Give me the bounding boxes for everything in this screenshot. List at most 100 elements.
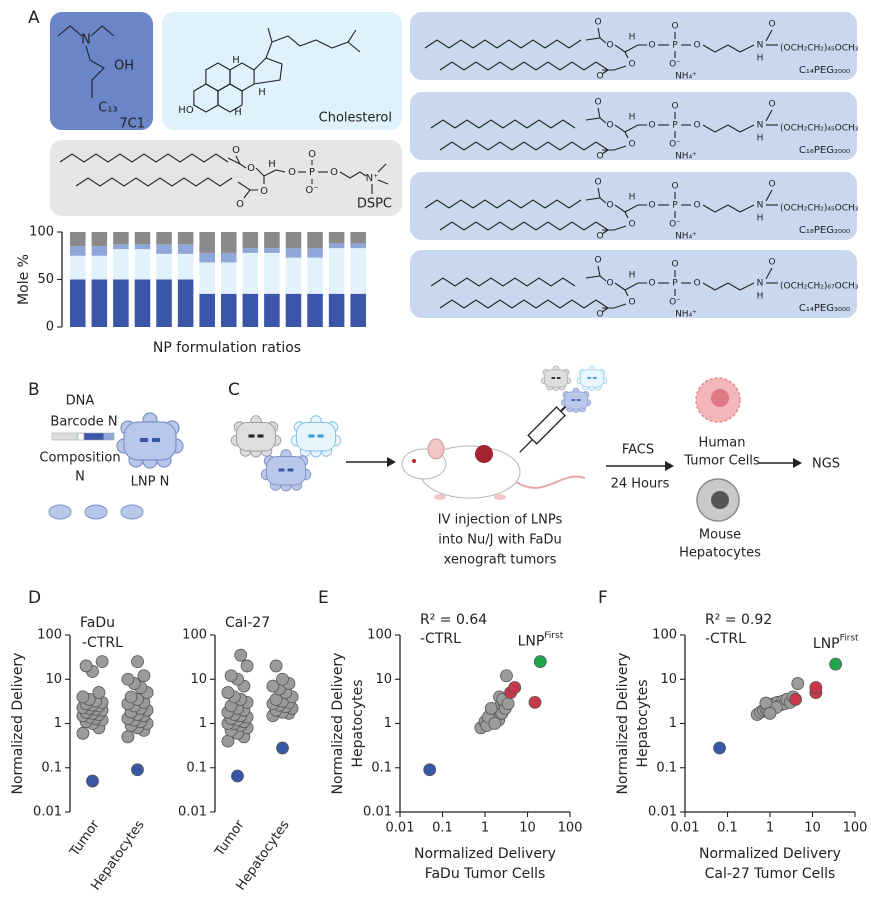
atom-label: O <box>288 167 296 178</box>
peg-formula: (OCH₂CH₂)₄₅OCH₃ <box>780 44 859 54</box>
atom-label: H <box>757 54 764 64</box>
x-tick-label: 0.1 <box>432 821 453 836</box>
y-tick-label: 0.01 <box>33 805 62 820</box>
annotation: R² = 0.64 <box>420 612 487 628</box>
panel-label: F <box>598 588 608 608</box>
x-axis-title: Normalized Delivery <box>699 846 841 862</box>
data-point <box>528 695 542 709</box>
lnp-icon <box>290 415 342 458</box>
atom-label: P <box>672 121 678 131</box>
label: Barcode N <box>50 415 117 430</box>
lnp-barcode <box>248 434 255 438</box>
data-point <box>131 763 144 777</box>
bar-segment <box>264 252 280 294</box>
label: into Nu/J with FaDu <box>438 533 562 548</box>
bond <box>430 277 576 287</box>
atom-label: O <box>232 145 240 156</box>
bar-segment <box>113 232 129 245</box>
bond <box>624 51 629 59</box>
x-tick-label: Tumor <box>67 817 103 860</box>
atom-label: O <box>606 201 613 211</box>
bond <box>377 179 389 185</box>
peg-name: C₁₄PEG₃₀₀₀ <box>799 303 850 314</box>
atom-label: P <box>672 41 678 51</box>
syringe-needle <box>519 439 533 453</box>
atom-label: O <box>606 279 613 289</box>
bar-segment <box>134 279 151 327</box>
atom-label: O <box>671 102 678 112</box>
data-point <box>76 726 90 740</box>
atom-label: O <box>648 41 655 51</box>
bond <box>597 265 601 277</box>
lnp-body <box>580 369 604 388</box>
atom-label: O⁻ <box>669 60 681 70</box>
lnp-barcode <box>287 468 294 472</box>
bar-segment <box>199 262 215 294</box>
y-tick-label: 100 <box>29 225 54 240</box>
panel-label: C <box>228 380 240 400</box>
data-point <box>269 659 283 673</box>
data-point <box>137 669 151 683</box>
lnp-barcode <box>257 434 264 438</box>
data-point <box>266 679 280 693</box>
atom-label: O <box>693 201 700 211</box>
x-tick-label: 10 <box>804 821 821 836</box>
syringe-barrel <box>527 406 566 445</box>
lnp-barcode <box>576 399 581 401</box>
bar-segment <box>221 252 237 263</box>
atom-label: O <box>247 163 255 174</box>
atom-label: O <box>768 180 775 190</box>
panel-label: E <box>318 588 329 608</box>
bar-segment <box>156 232 172 245</box>
bar-segment <box>285 257 302 294</box>
panel-label: B <box>28 380 40 400</box>
atom-label: O <box>308 149 316 160</box>
atom-label: H <box>757 292 764 302</box>
bar-segment <box>177 232 194 245</box>
y-tick-label: 10 <box>660 672 677 687</box>
y-tick-label: 0.01 <box>178 805 207 820</box>
arrow-head <box>387 457 396 467</box>
bar-segment <box>242 293 259 327</box>
atom-label: O⁻ <box>669 140 681 150</box>
lnp-barcode <box>152 438 160 442</box>
y-tick-label: 1 <box>54 716 62 731</box>
bond <box>702 124 755 133</box>
bond <box>765 109 773 122</box>
atom-label: O <box>671 260 678 270</box>
bond <box>702 204 755 213</box>
bond <box>439 221 609 231</box>
atom-label: O <box>260 186 268 197</box>
peg-formula: (OCH₂CH₂)₄₅OCH₃ <box>780 124 859 134</box>
atom-label: O <box>768 100 775 110</box>
atom-label: H <box>232 55 240 66</box>
panel-label: A <box>28 8 40 28</box>
data-point <box>508 681 522 694</box>
bar-segment <box>199 252 215 263</box>
bond <box>90 25 115 37</box>
lnp-barcode <box>140 438 148 442</box>
arrow-head <box>665 461 674 471</box>
bond <box>347 41 361 53</box>
x-tick-label: 10 <box>519 821 536 836</box>
bond <box>57 25 83 37</box>
structure-name: DSPC <box>357 197 392 212</box>
y-tick-label: 0.01 <box>363 805 392 820</box>
y-tick-label: 0.1 <box>371 760 392 775</box>
lnp-barcode <box>278 468 285 472</box>
label: Tumor Cells <box>683 454 760 469</box>
bar-segment <box>113 249 129 280</box>
lnp-icon <box>116 412 184 469</box>
atom-label: H <box>629 113 636 123</box>
atom-label: H <box>629 271 636 281</box>
y-axis-title: Normalized Delivery <box>615 653 631 795</box>
lnp-icon <box>260 449 312 492</box>
atom-label: H <box>757 214 764 224</box>
bond <box>75 177 233 187</box>
y-tick-label: 0.1 <box>41 760 62 775</box>
bar-segment <box>307 248 323 258</box>
structure-name: Cholesterol <box>319 111 392 126</box>
bond <box>602 225 627 231</box>
box-dspc <box>50 140 402 216</box>
